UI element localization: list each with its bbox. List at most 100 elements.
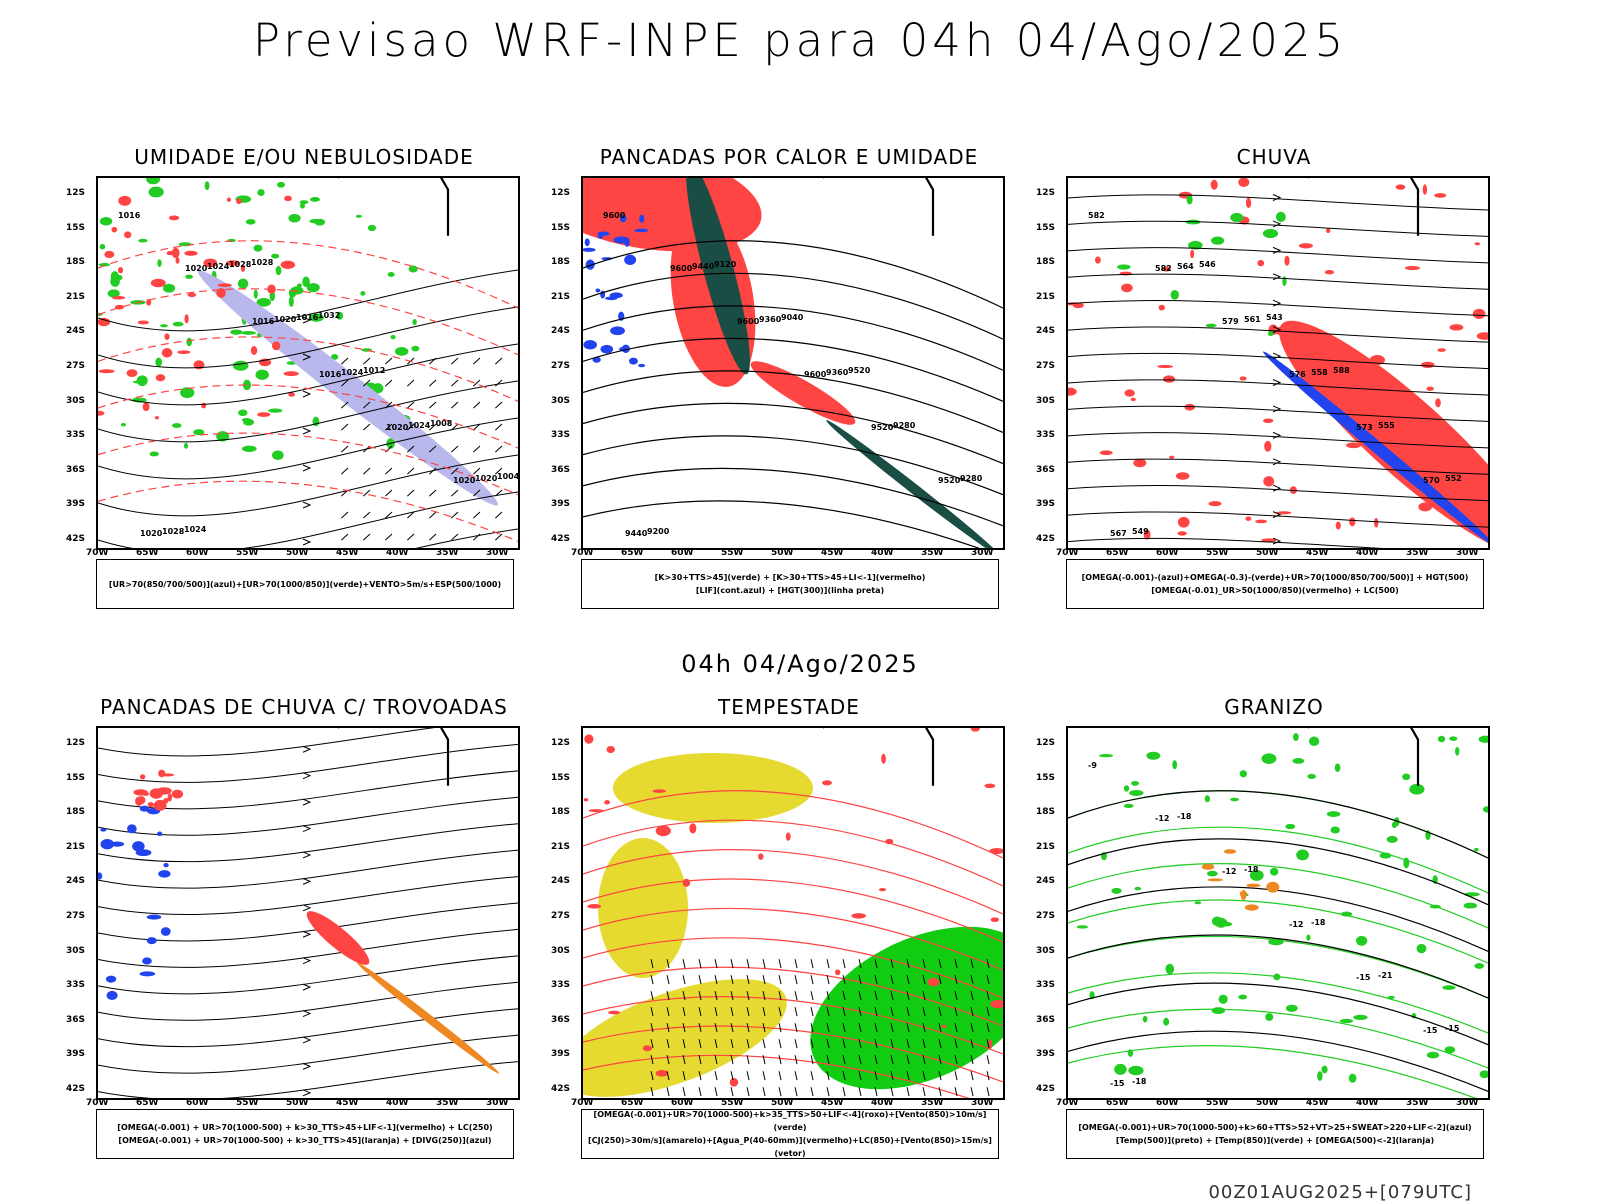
thunderstorm-red-area — [306, 911, 370, 965]
contour-label: -18 — [1132, 1077, 1147, 1086]
wind-vector — [794, 1071, 798, 1081]
divergence-blue-area — [146, 937, 157, 945]
temp-850-green — [1265, 1013, 1274, 1021]
wind-vector — [429, 423, 437, 431]
longitude-tick-label: 70W — [571, 1098, 594, 1108]
humidity-green-area — [185, 274, 194, 279]
temp-850-green — [1474, 962, 1485, 969]
wind-vector — [938, 1007, 942, 1017]
longitude-tick-label: 60W — [671, 548, 694, 558]
thickness-red-area — [112, 295, 126, 300]
wind-vector — [385, 357, 393, 365]
contour-label: 1004 — [497, 472, 518, 481]
latitude-tick-label: 36S — [66, 464, 86, 475]
wind-vector — [954, 1039, 958, 1049]
wind-vector — [778, 1023, 782, 1033]
precipitable-water-red — [588, 809, 604, 813]
contour-label: 549 — [1132, 527, 1149, 536]
wind-vector — [666, 1007, 670, 1017]
longitude-tick-label: 70W — [86, 1098, 109, 1108]
contour-label: -18 — [1244, 865, 1259, 874]
wind-vector — [858, 975, 862, 985]
temp-850-green — [1099, 753, 1114, 758]
wind-vector — [970, 1087, 974, 1097]
streamline-arrow — [1272, 379, 1282, 386]
wind-vector — [858, 1039, 862, 1049]
longitude-tick-label: 65W — [621, 548, 644, 558]
wind-vector — [473, 511, 481, 519]
height-300-contour — [582, 467, 1004, 527]
temp-850-green — [1402, 773, 1411, 781]
wind-vector — [762, 1007, 766, 1017]
contour-label: 1020 — [185, 264, 208, 273]
rain-red-area — [1326, 228, 1331, 234]
forecast-map: 9600 9600 9600 9600 9520 9520 9440 9440 9360 9360… — [524, 0, 1005, 558]
latitude-tick-label: 18S — [66, 807, 86, 818]
valid-time-label: 04h 04/Ago/2025 — [681, 650, 919, 678]
latitude-tick-label: 30S — [66, 395, 86, 406]
latitude-tick-label: 39S — [66, 499, 86, 510]
wind-vector — [682, 1023, 686, 1033]
wind-vector — [451, 467, 459, 475]
wind-vector — [650, 1007, 654, 1017]
temp-850-green — [1165, 963, 1175, 975]
rain-red-area — [1158, 304, 1165, 311]
temp-850-green — [1285, 823, 1296, 830]
temp-850-contour — [1067, 1008, 1489, 1069]
wind-vector — [666, 1055, 670, 1065]
contour-label: 1024 — [341, 368, 364, 377]
wind-vector — [407, 445, 415, 453]
humidity-green-area — [296, 283, 302, 288]
contour-label: 9360 — [826, 368, 849, 377]
temp-500-contour — [1067, 790, 1489, 859]
latitude-tick-label: 21S — [66, 291, 86, 302]
wind-vector — [746, 1071, 750, 1081]
contour-label: -12 — [1289, 920, 1303, 929]
rain-red-area — [1284, 255, 1290, 266]
wind-vector — [746, 1087, 750, 1097]
temp-850-green — [1238, 994, 1248, 1000]
temp-500-contour — [1067, 1030, 1489, 1092]
contour-label: 1016 — [118, 211, 141, 220]
contour-label: 1012 — [363, 366, 385, 375]
streamline — [1067, 300, 1489, 317]
omega-green-area — [1267, 331, 1274, 337]
wind-vector — [385, 423, 393, 431]
contour-label: 9280 — [960, 474, 983, 483]
latitude-tick-label: 39S — [1036, 1049, 1056, 1060]
thickness-red-area — [203, 258, 218, 268]
wind-vector — [698, 1071, 702, 1081]
precipitable-water-red — [834, 969, 841, 976]
contour-label: 9440 — [692, 262, 715, 271]
wind-vector — [970, 959, 974, 969]
wind-vector — [363, 533, 371, 541]
temp-850-green — [1292, 733, 1299, 741]
temp-850-green — [1416, 943, 1427, 954]
wind-vector — [730, 1071, 734, 1081]
temp-850-green — [1317, 1071, 1323, 1082]
panel-title: PANCADAS POR CALOR E UMIDADE — [599, 145, 979, 169]
streamline-arrow — [302, 877, 312, 885]
wind-vector — [922, 959, 926, 969]
wind-vector — [451, 533, 459, 541]
temp-850-green — [1437, 735, 1446, 743]
thickness-red-area — [175, 257, 180, 264]
rain-red-area — [1163, 375, 1176, 383]
contour-label: -18 — [1311, 918, 1326, 927]
longitude-tick-label: 60W — [1156, 548, 1179, 558]
wind-vector — [906, 1039, 910, 1049]
lifted-index-contour — [609, 292, 623, 299]
contour-label: 1020 — [274, 315, 297, 324]
contour-label: 576 — [1289, 370, 1306, 379]
humidity-green-area — [204, 181, 210, 191]
wind-vector — [746, 975, 750, 985]
lifted-index-contour — [583, 340, 598, 350]
legend-line: [K>30+TTS>45](verde) + [K>30+TTS>45+LI<-… — [654, 573, 926, 582]
temp-850-green — [1111, 887, 1122, 894]
contour-label: 9200 — [647, 527, 670, 536]
humidity-green-area — [255, 369, 269, 380]
wind-vector — [341, 401, 349, 409]
wind-vector — [874, 1087, 878, 1097]
thickness-red-area — [284, 195, 292, 202]
wind-vector — [730, 1087, 734, 1097]
